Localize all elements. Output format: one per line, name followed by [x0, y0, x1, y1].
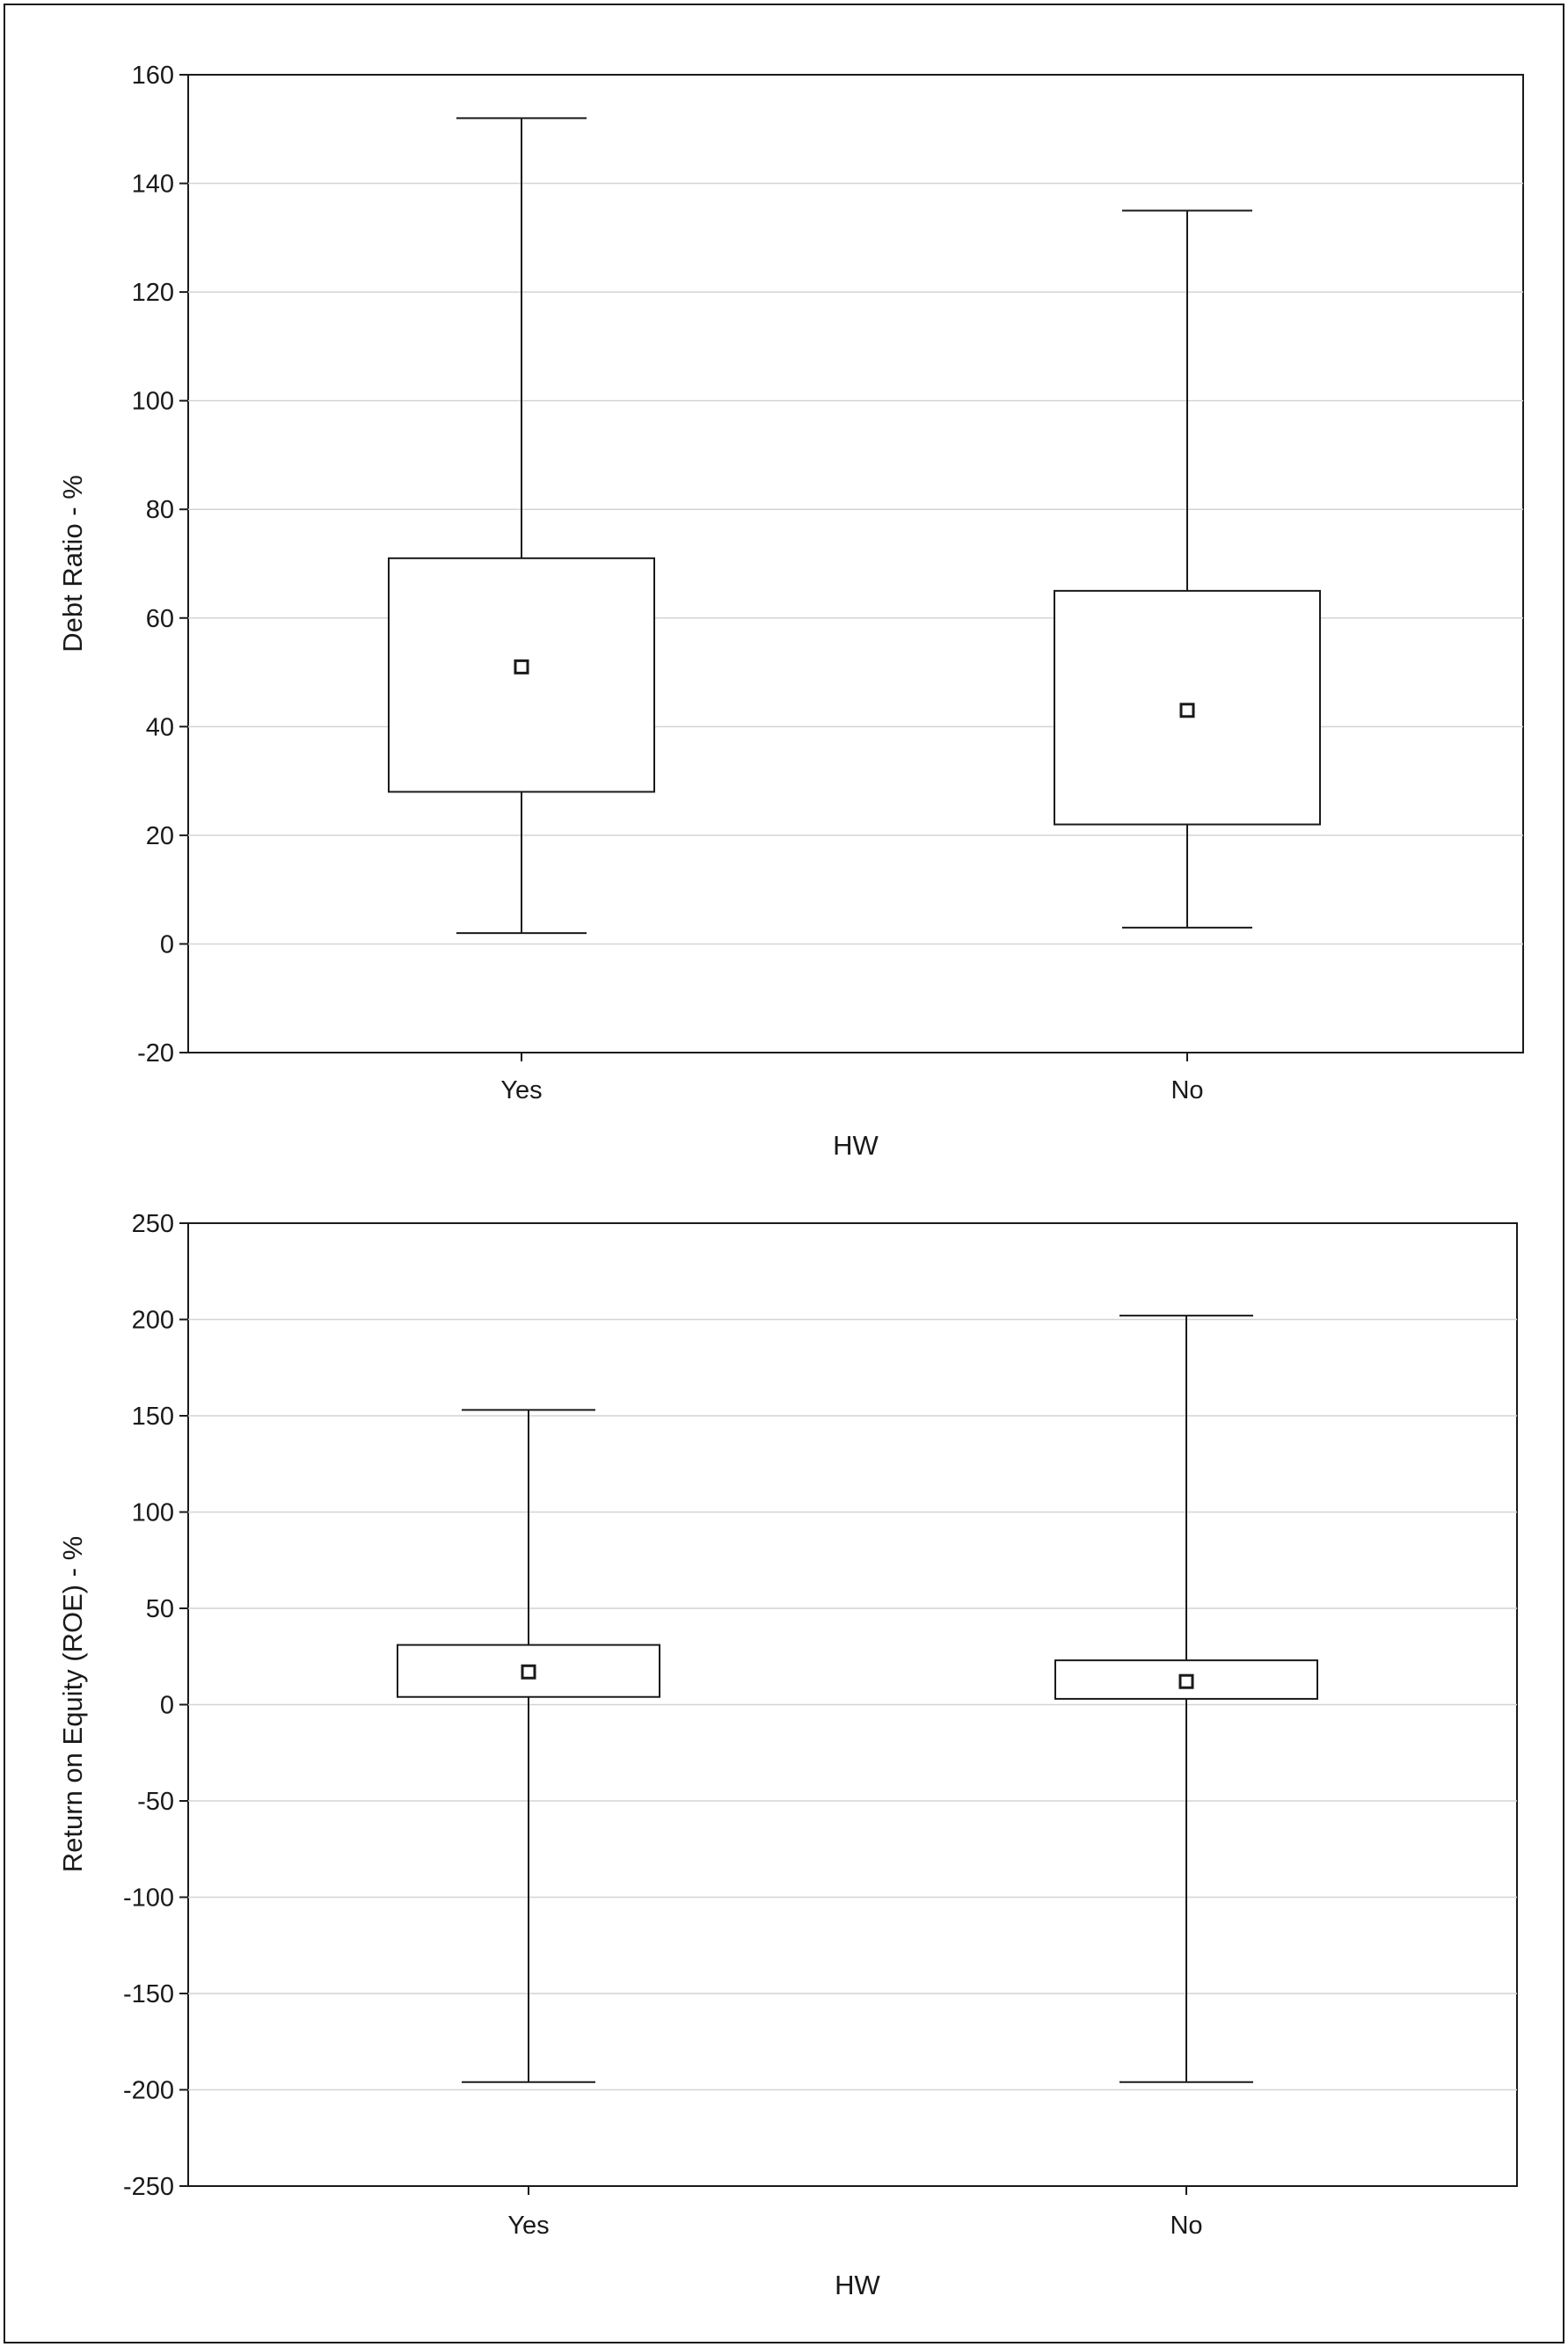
plot-area-border — [187, 74, 1524, 1053]
y-tick-label: 60 — [146, 605, 174, 633]
median-marker — [1178, 1673, 1194, 1689]
y-tick-label: 250 — [132, 1210, 174, 1238]
y-tick-label: -150 — [123, 1980, 174, 2008]
x-axis-label: HW — [833, 1130, 879, 1161]
median-marker — [1179, 703, 1195, 718]
box-yes — [388, 117, 655, 935]
y-tick-label: 200 — [132, 1307, 174, 1335]
iqr-box — [388, 557, 655, 793]
y-tick-label: 150 — [132, 1403, 174, 1431]
figure-frame — [4, 4, 1564, 2343]
x-tick-label: Yes — [500, 1076, 542, 1104]
x-axis-ticks: Yes No — [507, 2186, 1203, 2240]
gridlines — [188, 1318, 1517, 2091]
x-tick-label: Yes — [507, 2212, 549, 2240]
x-axis-ticks: Yes No — [500, 1053, 1204, 1104]
median-marker — [521, 1664, 536, 1680]
box-yes — [397, 1409, 660, 2083]
x-tick-label: No — [1171, 1076, 1203, 1104]
boxes — [388, 117, 1321, 935]
y-tick-label: 40 — [146, 713, 174, 741]
y-tick-label: 120 — [132, 279, 174, 307]
y-tick-label: 100 — [132, 1499, 174, 1527]
y-axis-label: Return on Equity (ROE) - % — [57, 1536, 88, 1872]
y-tick-label: 140 — [132, 171, 174, 199]
y-tick-label: -200 — [123, 2077, 174, 2105]
median-marker — [514, 659, 529, 674]
x-tick-label: No — [1170, 2212, 1202, 2240]
y-tick-label: -50 — [137, 1788, 174, 1816]
y-axis-ticks: -20 0 20 40 60 80 100 120 140 160 — [132, 62, 188, 1068]
y-tick-label: 80 — [146, 496, 174, 524]
y-tick-label: -250 — [123, 2173, 174, 2201]
y-tick-label: -100 — [123, 1884, 174, 1913]
y-tick-label: 0 — [160, 930, 174, 958]
y-tick-label: 50 — [146, 1595, 174, 1623]
y-tick-label: 160 — [132, 62, 174, 90]
y-tick-label: -20 — [137, 1039, 174, 1068]
debt-ratio-panel: -20 0 20 40 60 80 100 120 140 160 Yes No Debt Rati… — [57, 62, 1524, 1161]
box-no — [1054, 209, 1321, 929]
x-axis-label: HW — [835, 2270, 880, 2300]
y-axis-ticks: -250 -200 -150 -100 -50 0 50 100 150 200 250 — [123, 1210, 188, 2201]
y-tick-label: 0 — [160, 1692, 174, 1720]
y-axis-label: Debt Ratio - % — [57, 475, 88, 652]
y-tick-label: 20 — [146, 822, 174, 850]
box-no — [1054, 1315, 1318, 2083]
roe-panel: -250 -200 -150 -100 -50 0 50 100 150 200 250 Yes No… — [57, 1210, 1518, 2300]
boxes — [397, 1315, 1318, 2083]
y-tick-label: 100 — [132, 388, 174, 416]
